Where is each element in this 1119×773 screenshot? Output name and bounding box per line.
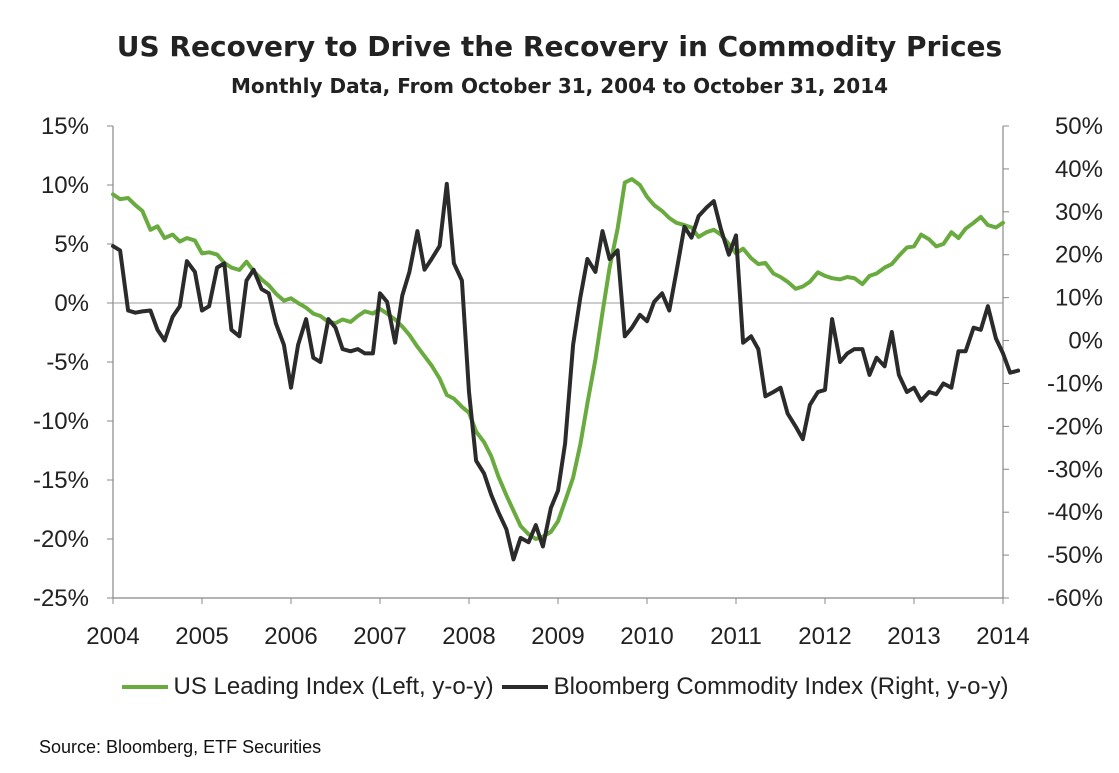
left-tick-label: -15% [33,467,89,494]
series-bloomberg-commodity-index [111,181,1021,562]
legend-item-bloomberg-commodity-index: Bloomberg Commodity Index (Right, y-o-y) [501,673,1009,701]
left-tick-label: 10% [41,172,89,199]
x-tick-label: 2009 [531,623,584,650]
right-tick-label: 20% [1055,242,1103,269]
legend-swatch-black [501,685,548,689]
x-tick-label: 2010 [620,623,673,650]
right-tick-label: 40% [1055,156,1103,183]
legend-label: US Leading Index (Left, y-o-y) [173,673,494,700]
legend-label: Bloomberg Commodity Index (Right, y-o-y) [553,673,1009,700]
chart-subtitle: Monthly Data, From October 31, 2004 to O… [230,74,889,98]
right-axis-ticks: 50% 40% 30% 20% 10% 0% -10% -20% -30% -40% -50% -60… [1003,113,1103,612]
left-tick-label: 0% [54,290,89,317]
x-tick-label: 2012 [798,623,851,650]
left-tick-label: 15% [41,113,89,140]
right-tick-label: -50% [1047,542,1103,569]
line-chart: 15% 10% 5% 0% -5% -10% -15% -20% -25% 50% 40% 30% 2… [33,113,1103,650]
series-us-leading-index [111,177,1005,541]
legend: US Leading Index (Left, y-o-y) Bloomberg… [20,673,1110,701]
left-tick-label: -25% [33,585,89,612]
x-tick-label: 2005 [175,623,228,650]
left-tick-label: 5% [54,231,89,258]
right-tick-label: -30% [1047,456,1103,483]
chart-title: US Recovery to Drive the Recovery in Com… [116,30,1003,63]
right-tick-label: 10% [1055,285,1103,312]
x-tick-label: 2007 [353,623,406,650]
series-lines [111,177,1021,562]
right-tick-label: -20% [1047,413,1103,440]
x-tick-label: 2008 [442,623,495,650]
x-tick-label: 2006 [264,623,317,650]
right-tick-label: 30% [1055,199,1103,226]
x-tick-label: 2011 [710,623,762,650]
x-tick-label: 2014 [976,623,1029,650]
axes [112,126,1004,599]
right-tick-label: -40% [1047,499,1103,526]
x-tick-label: 2013 [887,623,940,650]
left-axis-ticks: 15% 10% 5% 0% -5% -10% -15% -20% -25% [33,113,113,612]
right-tick-label: 50% [1055,113,1103,140]
right-tick-label: -10% [1047,370,1103,397]
left-tick-label: -5% [46,349,89,376]
legend-item-us-leading-index: US Leading Index (Left, y-o-y) [121,673,494,701]
source-note: Source: Bloomberg, ETF Securities [39,737,322,757]
right-tick-label: 0% [1068,328,1103,355]
right-tick-label: -60% [1047,585,1103,612]
left-tick-label: -20% [33,526,89,553]
legend-swatch-green [121,685,168,689]
left-tick-label: -10% [33,408,89,435]
x-axis-ticks: 2004 2005 2006 2007 2008 2009 2010 2011 2012 2013… [86,598,1030,650]
x-tick-label: 2004 [86,623,139,650]
